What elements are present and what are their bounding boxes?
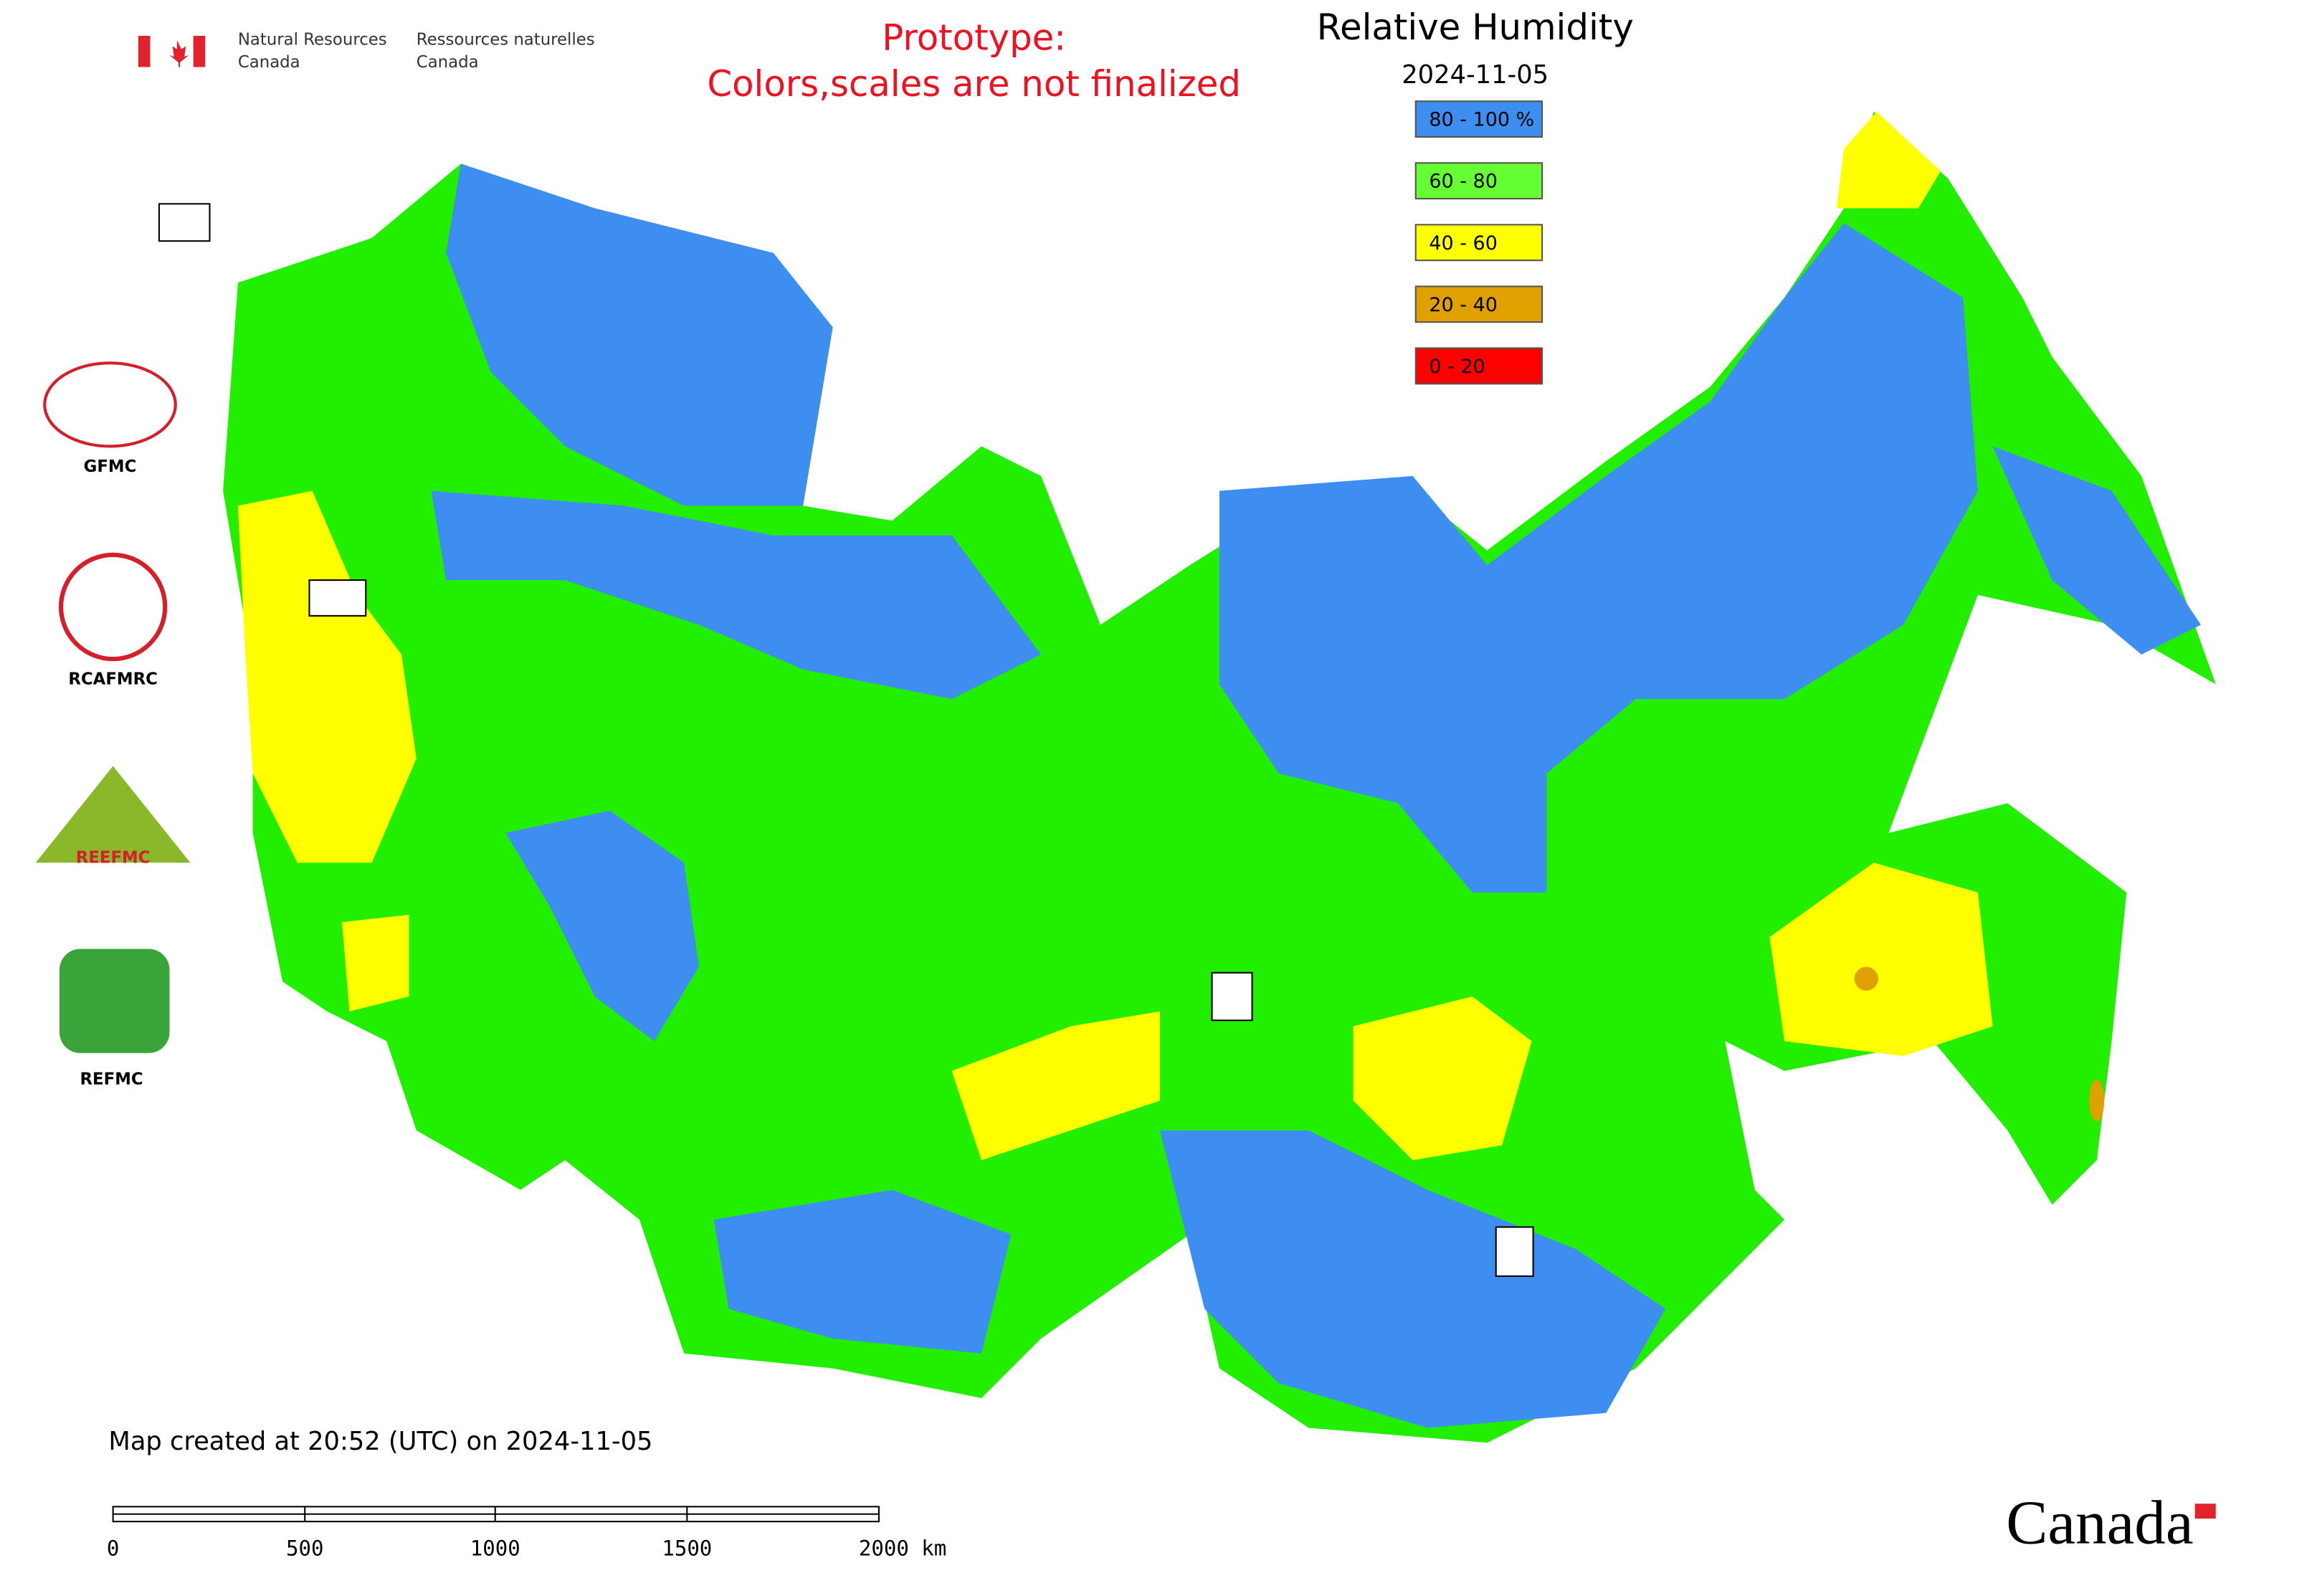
- area: [237, 490, 417, 863]
- legend-swatch: [1414, 224, 1544, 262]
- logo: [58, 552, 168, 662]
- scale-label: 500: [286, 1536, 323, 1561]
- notice: Prototype:: [882, 17, 1066, 59]
- legend-swatch: [1414, 162, 1544, 200]
- site-marker: [308, 579, 367, 617]
- notice: Colors,scales are not finalized: [707, 63, 1241, 105]
- logo: [59, 949, 170, 1053]
- area: [1836, 111, 1941, 209]
- scale-label: 1000: [470, 1536, 520, 1561]
- scale-label: 0: [107, 1536, 119, 1561]
- title: Relative Humidity: [1317, 6, 1634, 48]
- partner-logos: GFMC RCAFMRC REEFMC REFMC: [35, 361, 191, 1089]
- logo: [43, 361, 177, 448]
- agency-fr: Canada: [417, 53, 479, 72]
- logo-caption: GFMC: [84, 457, 137, 476]
- area: [1992, 446, 2201, 655]
- legend-swatch: [1414, 100, 1544, 138]
- moderate-areas: [237, 111, 1993, 1161]
- maple-leaf: [169, 40, 189, 67]
- area: [1219, 223, 1978, 893]
- scale-label: 2000 km: [859, 1536, 946, 1561]
- agency-fr: Ressources naturelles: [417, 31, 595, 49]
- legend-swatch: [1414, 347, 1544, 385]
- logo: [35, 766, 191, 863]
- map: [158, 111, 2216, 1443]
- area: [431, 490, 1042, 700]
- legend-swatch: [1414, 285, 1544, 323]
- site-marker: [1211, 972, 1253, 1022]
- logo-caption: REEFMC: [76, 849, 151, 868]
- scale-label: 1500: [662, 1536, 712, 1561]
- dry-areas: [1854, 966, 2105, 1122]
- area: [342, 914, 409, 1012]
- logo-caption: RCAFMRC: [68, 670, 157, 689]
- wordmark-flag: [2194, 1504, 2216, 1519]
- humid-areas: [431, 163, 2201, 1428]
- area: [713, 1189, 1012, 1354]
- area: [446, 163, 833, 506]
- area: [1854, 966, 1878, 991]
- legend-label: 20 - 40: [1429, 294, 1497, 316]
- site-marker: [158, 203, 211, 242]
- agency-en: Canada: [238, 53, 300, 72]
- legend-label: 80 - 100 %: [1429, 109, 1534, 131]
- area: [951, 1011, 1160, 1161]
- created-note: Map created at 20:52 (UTC) on 2024-11-05: [108, 1427, 652, 1456]
- scale-labels: 0 500 1000 1500 2000 km: [107, 1536, 946, 1561]
- legend-label: 0 - 20: [1429, 356, 1485, 378]
- site-markers: [158, 203, 1534, 1277]
- area: [1353, 996, 1532, 1161]
- area: [1159, 1130, 1666, 1428]
- legend-label: 40 - 60: [1429, 232, 1497, 255]
- legend: 80 - 100 % 60 - 80 40 - 60 20 - 40 0 - 20: [1414, 100, 1544, 385]
- area: [1769, 863, 1993, 1056]
- legend-label: 60 - 80: [1429, 171, 1497, 193]
- logo-caption: REFMC: [80, 1070, 143, 1089]
- flag-bar: [193, 35, 206, 67]
- date: 2024-11-05: [1402, 60, 1549, 90]
- flag-bar: [138, 35, 151, 67]
- agency-en: Natural Resources: [238, 31, 387, 49]
- area: [2089, 1080, 2105, 1122]
- site-marker: [1495, 1226, 1534, 1277]
- scale-bar: [112, 1506, 880, 1523]
- wordmark: Canada: [2006, 1488, 2193, 1557]
- area: [505, 810, 699, 1042]
- gov-signature: Natural Resources Canada Ressources natu…: [138, 31, 595, 72]
